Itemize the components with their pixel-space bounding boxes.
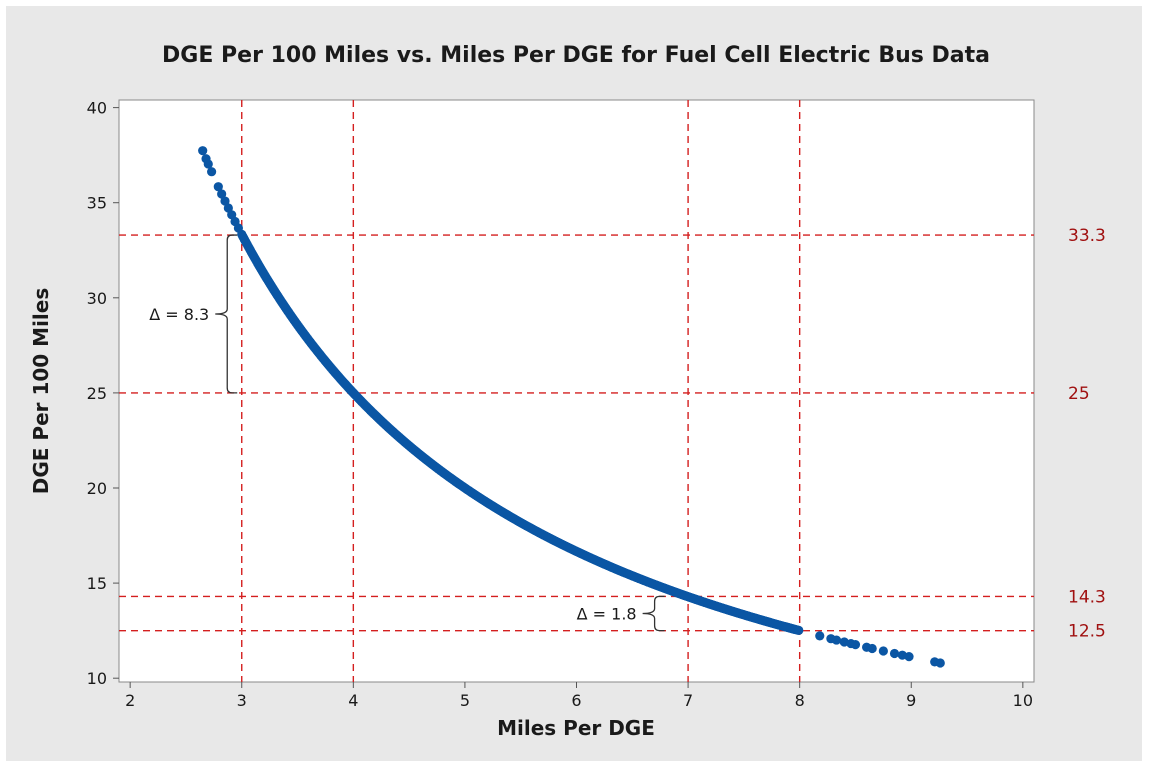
y-tick-label: 35 xyxy=(87,194,107,213)
axes: 2 3 4 5 6 7 8 9 10 10 15 20 25 30 35 40 xyxy=(87,99,1033,710)
reference-line-label: 12.5 xyxy=(1068,622,1106,642)
data-point xyxy=(878,646,888,656)
data-points xyxy=(198,146,945,668)
data-point xyxy=(850,640,861,650)
annotations: Δ = 8.3 Δ = 1.8 xyxy=(149,234,665,632)
delta-label: Δ = 8.3 xyxy=(149,305,209,324)
reference-lines xyxy=(119,100,1034,682)
y-axis-label: DGE Per 100 Miles xyxy=(29,288,53,494)
data-point xyxy=(198,146,208,156)
x-tick-label: 10 xyxy=(1013,691,1033,710)
delta-label: Δ = 1.8 xyxy=(577,605,637,624)
data-point xyxy=(213,182,223,192)
reference-labels: 33.3 25 14.3 12.5 xyxy=(1068,226,1106,642)
data-point xyxy=(867,643,877,654)
x-tick-label: 3 xyxy=(237,691,247,710)
y-tick-label: 10 xyxy=(87,669,107,688)
x-tick-label: 6 xyxy=(571,691,581,710)
x-tick-label: 8 xyxy=(795,691,805,710)
x-tick-label: 5 xyxy=(460,691,470,710)
x-tick-label: 4 xyxy=(348,691,358,710)
reference-line-label: 14.3 xyxy=(1068,587,1106,607)
data-point xyxy=(217,189,227,199)
chart-title: DGE Per 100 Miles vs. Miles Per DGE for … xyxy=(162,43,990,68)
data-point xyxy=(794,625,804,636)
data-point xyxy=(904,651,914,662)
reference-line-label: 33.3 xyxy=(1068,226,1106,246)
plot-area xyxy=(118,99,1035,683)
chart-frame: DGE Per 100 Miles vs. Miles Per DGE for … xyxy=(6,6,1142,761)
x-axis-label: Miles Per DGE xyxy=(497,716,655,740)
data-point xyxy=(220,196,230,206)
data-point xyxy=(223,203,233,213)
data-point xyxy=(831,635,842,645)
delta-bracket xyxy=(215,234,238,394)
data-point xyxy=(203,159,213,169)
reference-line-label: 25 xyxy=(1068,384,1090,404)
y-tick-label: 20 xyxy=(87,479,107,498)
x-tick-label: 2 xyxy=(125,691,135,710)
y-tick-label: 15 xyxy=(87,574,107,593)
delta-bracket xyxy=(642,595,665,632)
x-tick-label: 7 xyxy=(683,691,693,710)
x-tick-label: 9 xyxy=(906,691,916,710)
data-point xyxy=(207,167,217,177)
scatter-chart: DGE Per 100 Miles vs. Miles Per DGE for … xyxy=(29,43,1106,740)
data-point xyxy=(889,648,900,659)
data-point xyxy=(815,631,825,641)
y-tick-label: 40 xyxy=(87,99,107,118)
y-tick-label: 30 xyxy=(87,289,107,308)
y-tick-label: 25 xyxy=(87,384,107,403)
data-point xyxy=(935,658,945,668)
